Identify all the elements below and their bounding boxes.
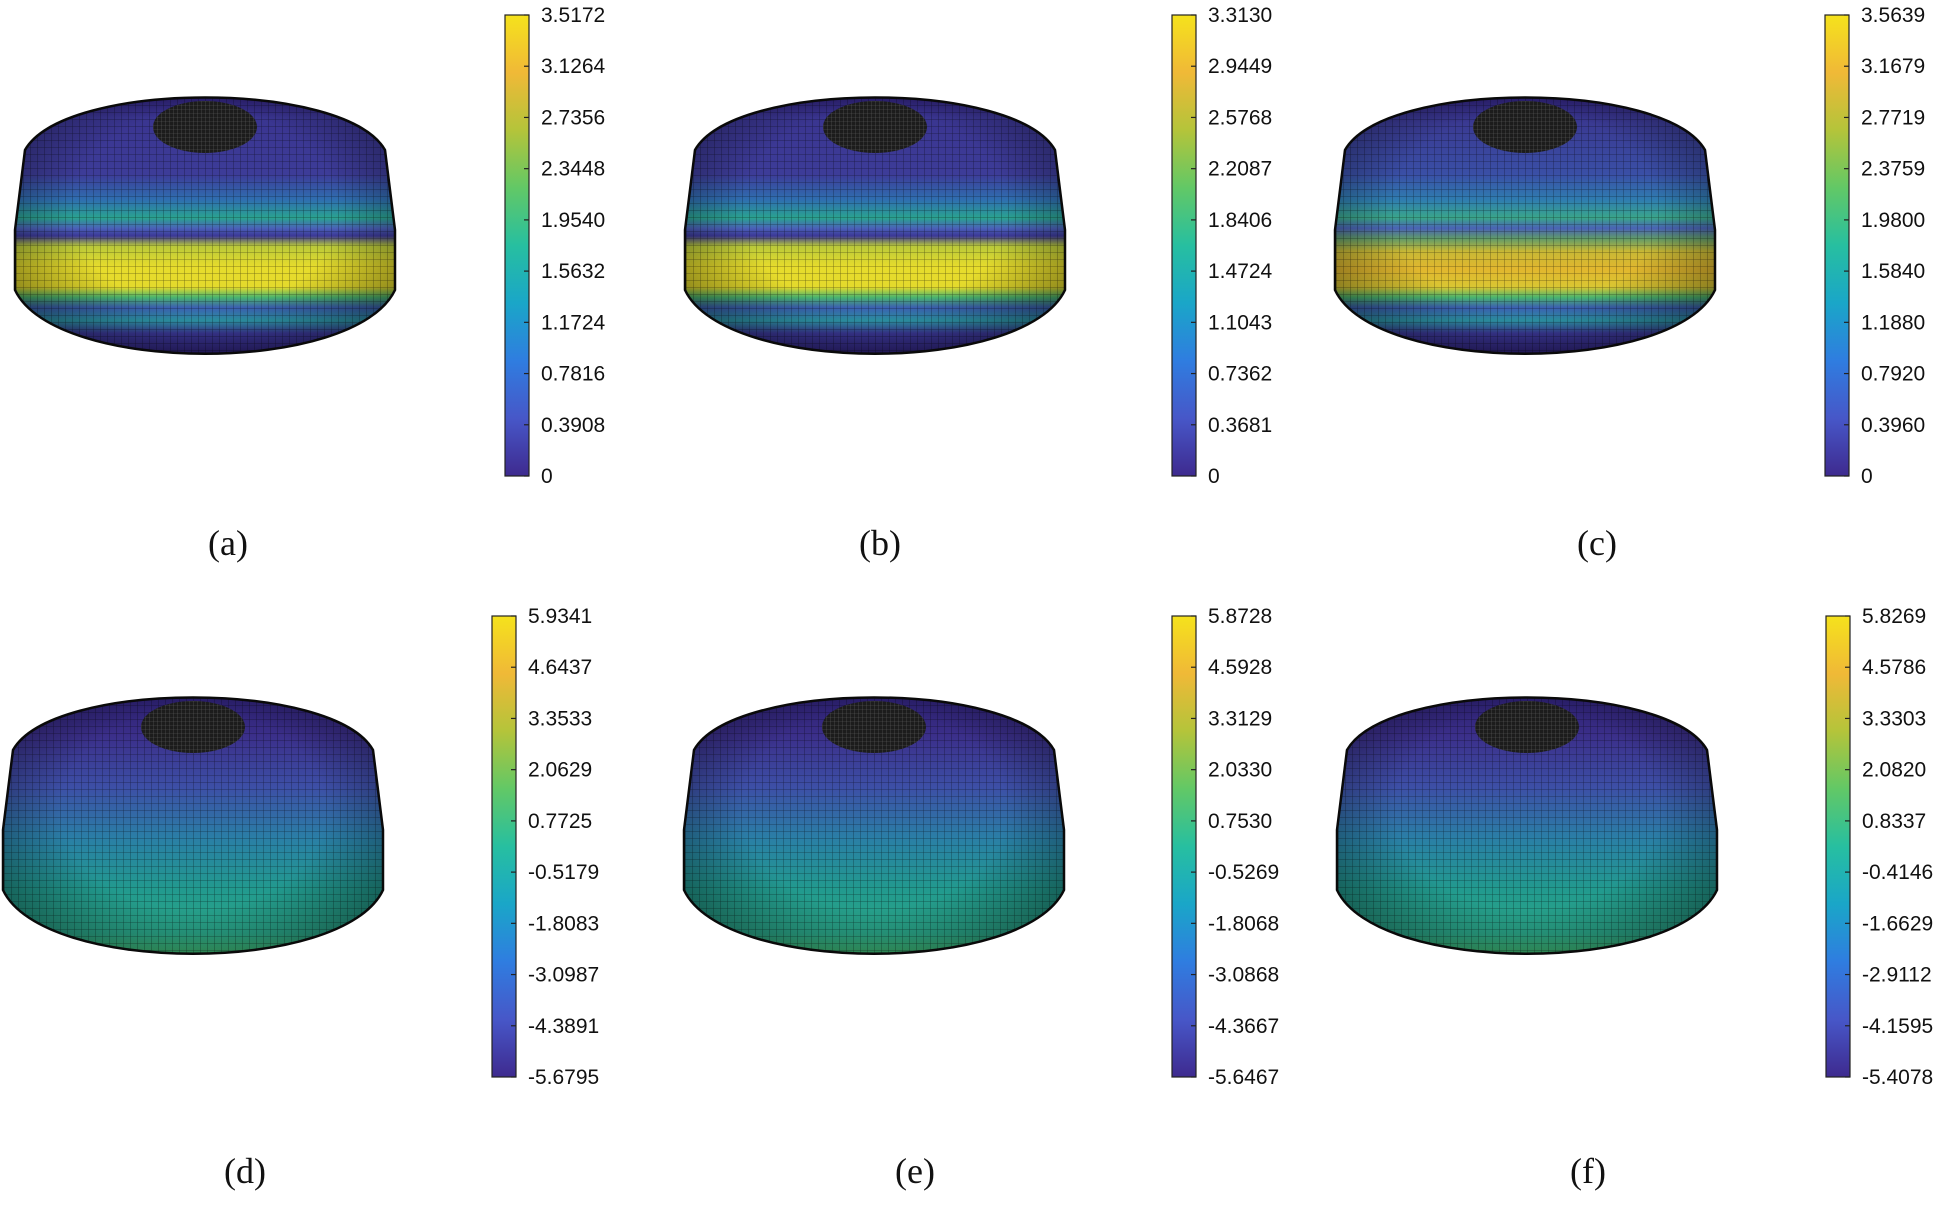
panel-caption: (f) <box>1570 1151 1606 1191</box>
panel-caption: (a) <box>208 523 248 563</box>
colorbar-tick-label: -5.6795 <box>528 1066 599 1089</box>
colorbar-tick-label: 0.7816 <box>541 363 605 386</box>
panel-a: 3.5172 3.1264 2.7356 2.3448 1.9540 1.5632 1.17… <box>13 4 606 563</box>
colorbar-tick-label: 0.7725 <box>528 810 592 833</box>
colorbar: 5.8269 4.5786 3.3303 2.0820 0.8337 -0.4146 -1.… <box>1825 605 1933 1089</box>
colorbar-tick-label: 0 <box>541 465 553 488</box>
colorbar-tick-label: 3.3130 <box>1208 4 1272 27</box>
colorbar: 5.9341 4.6437 3.3533 2.0629 0.7725 -0.5179 -1.… <box>491 605 599 1089</box>
colorbar-tick-label: 2.5768 <box>1208 106 1272 129</box>
vessel-surface <box>683 96 1067 355</box>
colorbar-tick-label: 2.3448 <box>541 158 605 181</box>
panel-e: 5.8728 4.5928 3.3129 2.0330 0.7530 -0.5269 -1.… <box>682 605 1279 1191</box>
panel-caption: (c) <box>1577 523 1617 563</box>
panel-f: 5.8269 4.5786 3.3303 2.0820 0.8337 -0.4146 -1.… <box>1335 605 1933 1191</box>
colorbar-tick-label: 2.0629 <box>528 759 592 782</box>
colorbar-tick-label: 1.1724 <box>541 311 606 334</box>
colorbar: 3.5172 3.1264 2.7356 2.3448 1.9540 1.5632 1.17… <box>504 4 606 488</box>
colorbar-tick-label: 5.8269 <box>1862 605 1926 628</box>
colorbar-tick-label: 3.3533 <box>528 707 592 730</box>
colorbar-tick-label: 0 <box>1208 465 1220 488</box>
colorbar-tick-label: -3.0987 <box>528 964 599 987</box>
colorbar-tick-label: -3.0868 <box>1208 964 1279 987</box>
vessel-surface <box>13 96 397 355</box>
colorbar-tick-label: -5.4078 <box>1862 1066 1933 1089</box>
colorbar-tick-label: -1.8068 <box>1208 912 1279 935</box>
colorbar-tick-label: -1.8083 <box>528 912 599 935</box>
colorbar-tick-label: 0 <box>1861 465 1873 488</box>
colorbar-tick-label: 0.3681 <box>1208 414 1272 437</box>
panel-d: 5.9341 4.6437 3.3533 2.0629 0.7725 -0.5179 -1.… <box>1 605 599 1191</box>
colorbar: 3.5639 3.1679 2.7719 2.3759 1.9800 1.5840 1.18… <box>1824 4 1925 488</box>
colorbar-tick-label: 3.3129 <box>1208 707 1272 730</box>
colorbar-tick-label: 1.9800 <box>1861 209 1925 232</box>
colorbar-tick-label: -1.6629 <box>1862 912 1933 935</box>
colorbar-tick-label: 1.4724 <box>1208 260 1273 283</box>
colorbar-tick-label: 3.5172 <box>541 4 605 27</box>
colorbar-tick-label: -0.4146 <box>1862 861 1933 884</box>
vessel-surface <box>1 696 385 955</box>
colorbar-tick-label: 1.1043 <box>1208 311 1272 334</box>
colorbar-tick-label: 1.5632 <box>541 260 605 283</box>
colorbar-tick-label: 4.5928 <box>1208 656 1272 679</box>
colorbar-tick-label: -2.9112 <box>1862 964 1932 987</box>
colorbar-tick-label: 0.7920 <box>1861 363 1925 386</box>
colorbar-tick-label: -4.3891 <box>528 1015 599 1038</box>
vessel-surface <box>682 696 1066 955</box>
colorbar-tick-label: -4.3667 <box>1208 1015 1279 1038</box>
colorbar-tick-label: 2.2087 <box>1208 158 1272 181</box>
colorbar-tick-label: 0.3960 <box>1861 414 1925 437</box>
vessel-surface <box>1335 696 1719 955</box>
colorbar-tick-label: 0.3908 <box>541 414 605 437</box>
colorbar-tick-label: 3.5639 <box>1861 4 1925 27</box>
colorbar-tick-label: -0.5179 <box>528 861 599 884</box>
colorbar-tick-label: 4.5786 <box>1862 656 1926 679</box>
colorbar-tick-label: -5.6467 <box>1208 1066 1279 1089</box>
colorbar-tick-label: 1.8406 <box>1208 209 1272 232</box>
colorbar-tick-label: 1.5840 <box>1861 260 1925 283</box>
colorbar-tick-label: 0.7362 <box>1208 363 1272 386</box>
colorbar-tick-label: 2.3759 <box>1861 158 1925 181</box>
colorbar-tick-label: 5.8728 <box>1208 605 1272 628</box>
vessel-surface <box>1333 96 1717 355</box>
colorbar-tick-label: 3.3303 <box>1862 707 1926 730</box>
panel-caption: (d) <box>224 1151 266 1191</box>
colorbar-tick-label: 3.1264 <box>541 55 606 78</box>
colorbar-tick-label: 5.9341 <box>528 605 592 628</box>
colorbar-tick-label: 1.9540 <box>541 209 605 232</box>
colorbar-tick-label: -4.1595 <box>1862 1015 1933 1038</box>
colorbar-tick-label: 2.9449 <box>1208 55 1272 78</box>
colorbar-tick-label: 2.0330 <box>1208 759 1272 782</box>
colorbar-tick-label: 1.1880 <box>1861 311 1925 334</box>
panel-b: 3.3130 2.9449 2.5768 2.2087 1.8406 1.4724 1.10… <box>683 4 1273 563</box>
colorbar-tick-label: 2.7719 <box>1861 106 1925 129</box>
panel-caption: (e) <box>895 1151 935 1191</box>
colorbar: 3.3130 2.9449 2.5768 2.2087 1.8406 1.4724 1.10… <box>1171 4 1273 488</box>
colorbar-tick-label: 0.7530 <box>1208 810 1272 833</box>
colorbar-tick-label: 3.1679 <box>1861 55 1925 78</box>
colorbar-tick-label: 0.8337 <box>1862 810 1926 833</box>
colorbar-tick-label: 4.6437 <box>528 656 592 679</box>
panel-caption: (b) <box>859 523 901 563</box>
colorbar: 5.8728 4.5928 3.3129 2.0330 0.7530 -0.5269 -1.… <box>1171 605 1279 1089</box>
colorbar-tick-label: 2.7356 <box>541 106 605 129</box>
colorbar-tick-label: -0.5269 <box>1208 861 1279 884</box>
panel-c: 3.5639 3.1679 2.7719 2.3759 1.9800 1.5840 1.18… <box>1333 4 1925 563</box>
colorbar-tick-label: 2.0820 <box>1862 759 1926 782</box>
